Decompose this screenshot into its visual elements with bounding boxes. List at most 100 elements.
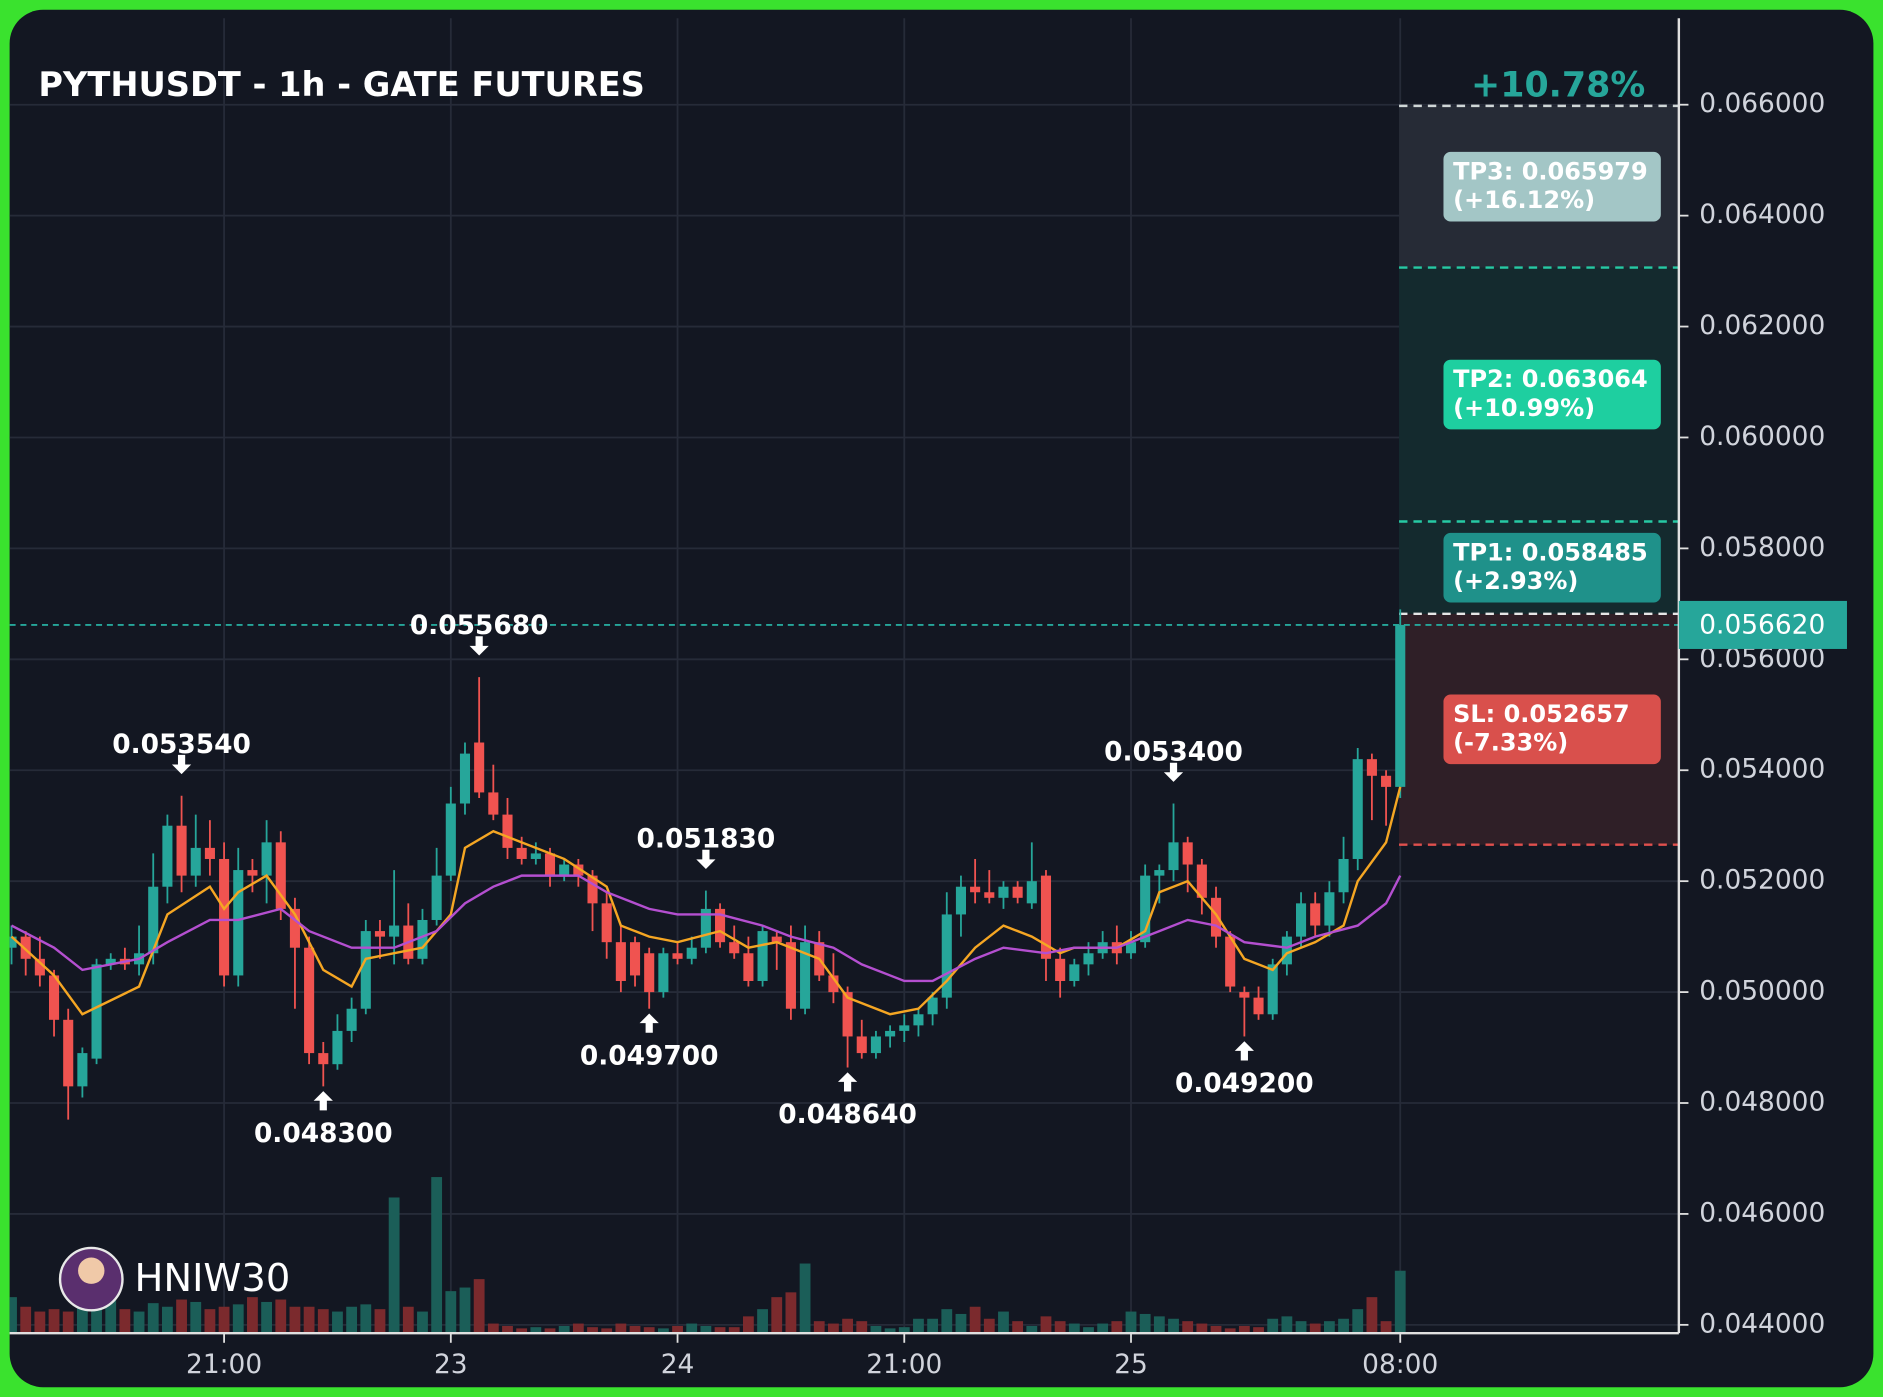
candle-body: [474, 742, 485, 793]
annotation-arrow: [1234, 1041, 1254, 1061]
annotation-label: 0.055680: [410, 610, 549, 641]
candle-body: [658, 953, 669, 993]
candle-body: [91, 964, 102, 1059]
candle-body: [105, 958, 116, 965]
candle-body: [445, 803, 456, 876]
watermark: HNIW30: [135, 1256, 291, 1301]
y-tick-label: 0.050000: [1699, 976, 1825, 1007]
volume-bar: [558, 1325, 570, 1334]
volume-bar: [332, 1311, 343, 1334]
volume-bar: [1281, 1316, 1293, 1334]
candle-body: [771, 936, 782, 943]
candle-body: [927, 997, 938, 1015]
volume-bar: [473, 1279, 485, 1334]
candle-body: [1267, 964, 1278, 1015]
chart-title: PYTHUSDT - 1h - GATE FUTURES: [38, 65, 644, 104]
candle-body: [318, 1053, 329, 1065]
moving-average: [10, 786, 1402, 1016]
volume-bar: [714, 1327, 726, 1334]
volume-bar: [360, 1304, 372, 1334]
volume-bar: [247, 1297, 258, 1334]
candle-body: [970, 886, 981, 893]
volume-bar: [147, 1303, 159, 1334]
volume-bar: [1153, 1316, 1165, 1334]
candle-body: [559, 864, 570, 876]
volume-bar: [1168, 1318, 1179, 1334]
candle-body: [1069, 964, 1080, 981]
volume-bar: [913, 1318, 924, 1334]
volume-bar: [317, 1309, 329, 1334]
candle-body: [190, 847, 201, 876]
candle-body: [785, 942, 796, 1009]
volume-bar: [1366, 1297, 1378, 1334]
candle-body: [644, 953, 655, 993]
volume-bar: [417, 1311, 428, 1334]
volume-bar: [1139, 1313, 1151, 1334]
volume-bar: [884, 1328, 896, 1334]
candle-body: [389, 925, 400, 937]
level-label: TP3: 0.065979: [1453, 157, 1648, 185]
candle-body: [1012, 886, 1023, 898]
candle-body: [955, 886, 966, 915]
candle-body: [1253, 997, 1264, 1015]
volume-bar: [572, 1323, 584, 1334]
volume-bar: [9, 1297, 17, 1334]
volume-bar: [1210, 1325, 1222, 1334]
volume-bar: [700, 1325, 712, 1334]
annotation-arrow: [1163, 762, 1184, 782]
volume-bar: [657, 1328, 669, 1334]
candle-body: [870, 1036, 881, 1054]
volume-bar: [799, 1263, 811, 1334]
volume-bar: [601, 1328, 613, 1334]
candle-body: [48, 975, 60, 1020]
annotation-arrow: [171, 754, 192, 775]
volume-bar: [969, 1306, 981, 1334]
volume-bar: [1295, 1321, 1307, 1334]
annotation-label: 0.048300: [254, 1118, 393, 1149]
candle-body: [1125, 942, 1137, 954]
candle-body: [63, 1019, 74, 1087]
candle-body: [77, 1053, 88, 1087]
volume-bar: [1083, 1327, 1094, 1334]
candle-body: [700, 908, 711, 948]
candle-body: [1324, 892, 1335, 926]
candle-body: [34, 958, 45, 976]
candle-body: [431, 875, 442, 920]
candle-body: [233, 870, 244, 976]
candle-body: [1196, 864, 1207, 898]
volume-bar: [91, 1306, 102, 1334]
volume-bar: [76, 1297, 88, 1334]
volume-bar: [459, 1287, 471, 1334]
level-box: [1443, 532, 1661, 603]
volume-bar: [587, 1327, 598, 1334]
annotation-label: 0.049700: [580, 1040, 719, 1071]
candle-body: [1395, 624, 1406, 787]
candle-body: [615, 942, 626, 981]
volume-bar: [388, 1197, 400, 1334]
x-tick-label: 25: [1114, 1349, 1148, 1380]
candle-body: [247, 870, 258, 876]
candle-body: [1239, 992, 1250, 998]
volume-bar: [544, 1328, 556, 1334]
candle-body: [530, 853, 541, 859]
volume-bar: [927, 1318, 939, 1334]
volume-bar: [898, 1327, 910, 1334]
candle-body: [1225, 936, 1236, 987]
candle-body: [601, 903, 612, 943]
candle-body: [941, 914, 952, 998]
candle-body: [1381, 775, 1392, 787]
candle-body: [1040, 875, 1052, 959]
volume-bar: [204, 1309, 216, 1334]
x-tick-label: 21:00: [866, 1349, 942, 1380]
volume-bar: [275, 1299, 287, 1334]
candle-body: [1026, 881, 1037, 904]
level-label: TP2: 0.063064: [1453, 365, 1648, 393]
volume-bar: [105, 1299, 117, 1334]
level-label: SL: 0.052657: [1453, 700, 1630, 728]
volume-bar: [771, 1297, 783, 1334]
candle-body: [9, 936, 17, 948]
annotation-label: 0.053400: [1104, 737, 1243, 768]
volume-bar: [742, 1316, 754, 1334]
volume-bar: [757, 1309, 768, 1334]
